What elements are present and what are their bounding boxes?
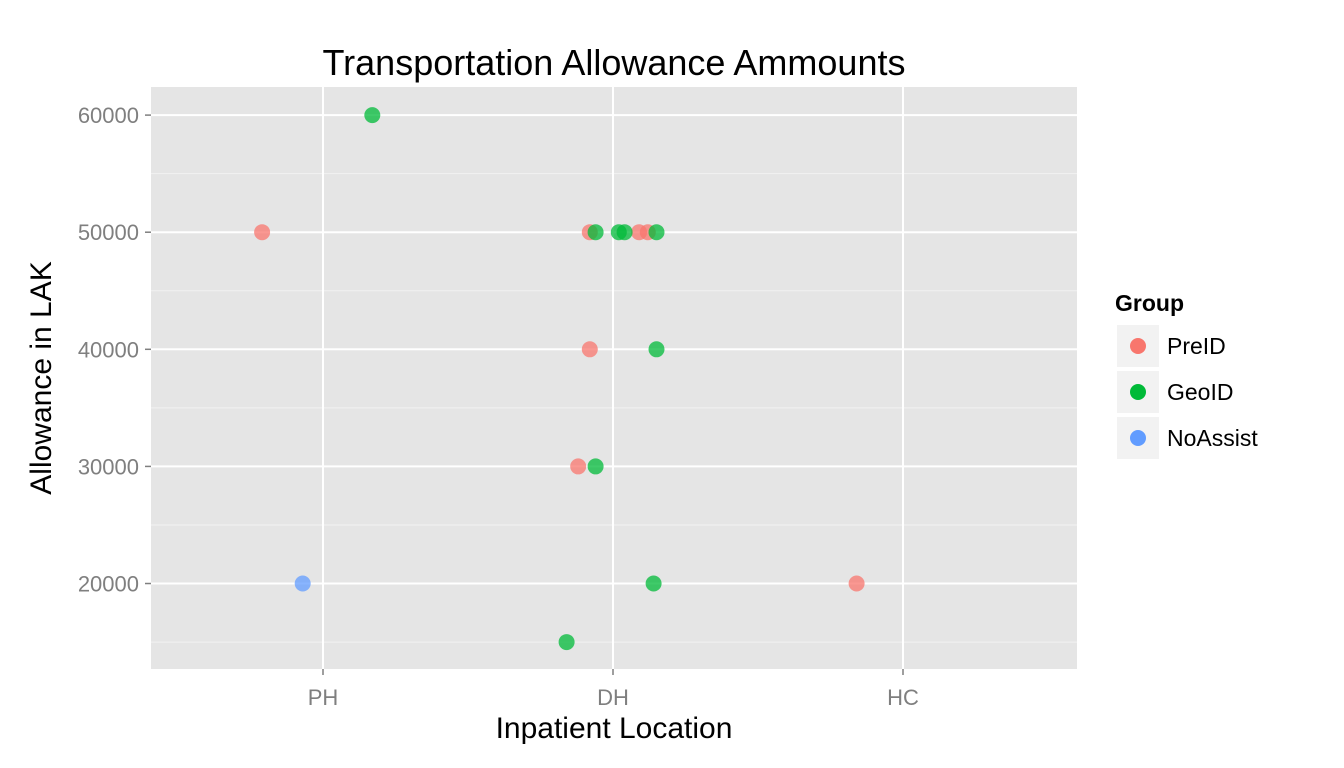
y-axis-ticks: 20000 30000 40000 50000 60000 [78,103,151,597]
data-point-geoid [616,224,633,241]
data-point-geoid [587,224,604,241]
chart-title: Transportation Allowance Ammounts [323,42,906,83]
x-tick-label: PH [308,685,339,710]
legend-swatch-noassist [1130,430,1146,446]
legend-label: PreID [1167,333,1226,359]
y-tick-label: 40000 [78,337,139,362]
data-point-geoid [364,107,381,124]
data-point-preid [848,575,865,592]
x-axis-title: Inpatient Location [496,712,733,745]
x-axis-ticks: PH DH HC [308,669,919,710]
legend-swatch-preid [1130,338,1146,354]
data-point-preid [254,224,271,241]
legend-title: Group [1115,290,1184,316]
y-tick-label: 60000 [78,103,139,128]
y-tick-label: 20000 [78,572,139,597]
data-point-preid [581,341,598,358]
data-points [254,107,865,651]
data-point-geoid [648,224,665,241]
data-point-preid [570,458,587,475]
y-axis-title: Allowance in LAK [25,261,58,494]
y-tick-label: 30000 [78,454,139,479]
data-point-geoid [648,341,665,358]
x-tick-label: DH [597,685,629,710]
legend: Group PreID GeoID NoAssist [1115,290,1258,459]
legend-label: GeoID [1167,379,1233,405]
legend-label: NoAssist [1167,425,1258,451]
y-tick-label: 50000 [78,220,139,245]
data-point-geoid [558,634,575,651]
x-tick-label: HC [887,685,919,710]
legend-swatch-geoid [1130,384,1146,400]
data-point-noassist [294,575,311,592]
data-point-geoid [587,458,604,475]
major-gridlines [151,87,1077,669]
data-point-geoid [645,575,662,592]
